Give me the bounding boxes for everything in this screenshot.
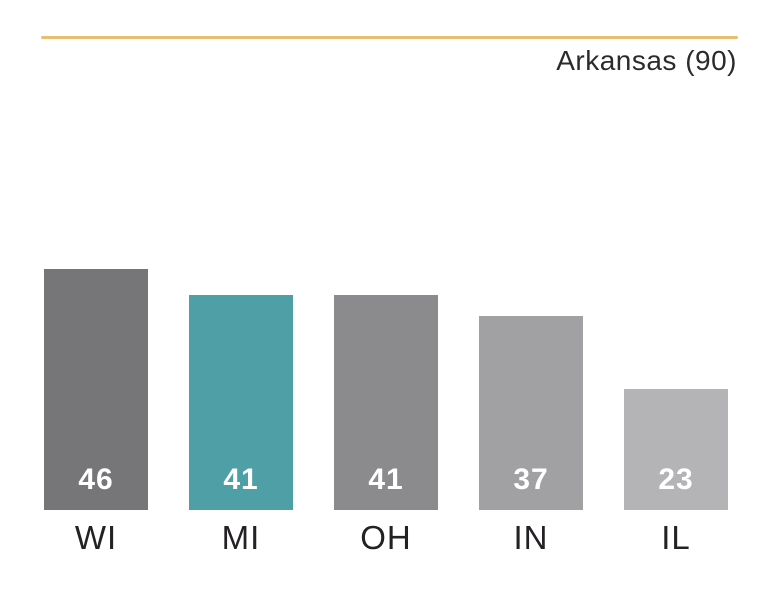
bar-category-label: IN — [513, 519, 549, 556]
bar-category-label: OH — [360, 519, 412, 556]
bar-oh: 41 — [334, 295, 438, 510]
bar-value-label: 41 — [368, 463, 404, 496]
bar-column-oh: 41 OH — [334, 295, 438, 558]
bar-wi: 46 — [44, 269, 148, 510]
accent-rule — [41, 36, 738, 39]
chart-title: Arkansas (90) — [556, 45, 737, 76]
bar-value-label: 37 — [513, 463, 549, 496]
bar-category-label: MI — [221, 519, 261, 556]
bar-il: 23 — [624, 389, 728, 510]
bar-category-label: WI — [74, 519, 118, 556]
bar-value-label: 23 — [658, 463, 694, 496]
bar-plot: 46 WI 41 MI 41 OH 37 IN 23 IL — [44, 269, 728, 558]
bar-column-wi: 46 WI — [44, 269, 148, 558]
bar-in: 37 — [479, 316, 583, 510]
bar-category-label: IL — [661, 519, 691, 556]
bar-column-il: 23 IL — [624, 389, 728, 558]
bar-value-label: 46 — [78, 463, 114, 496]
bar-column-in: 37 IN — [479, 316, 583, 558]
bar-column-mi: 41 MI — [189, 295, 293, 558]
bar-mi: 41 — [189, 295, 293, 510]
bar-value-label: 41 — [223, 463, 259, 496]
